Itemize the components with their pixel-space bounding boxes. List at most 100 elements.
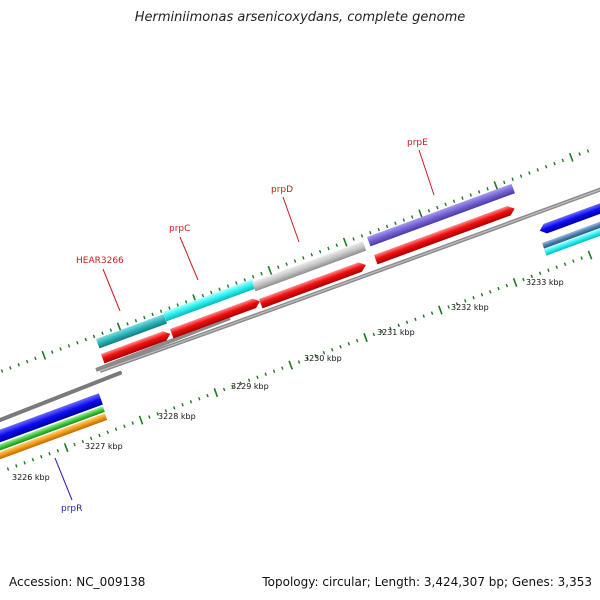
minor-tick [544, 164, 548, 169]
major-tick [288, 360, 293, 370]
major-tick [568, 152, 574, 162]
minor-tick [31, 458, 35, 462]
gene-prpE-bar[interactable] [367, 183, 515, 247]
minor-tick [251, 274, 255, 279]
minor-tick [380, 329, 384, 334]
minor-tick [156, 412, 159, 416]
minor-tick [489, 289, 492, 294]
cds-prpD-arrow[interactable] [259, 260, 368, 309]
minor-tick [123, 424, 126, 428]
minor-tick [285, 262, 288, 266]
minor-tick [92, 334, 96, 339]
minor-tick [480, 292, 484, 297]
minor-tick [201, 293, 205, 298]
minor-tick [472, 296, 475, 300]
minor-tick [206, 393, 209, 398]
minor-tick [235, 281, 238, 285]
minor-tick [352, 237, 355, 241]
minor-tick [372, 332, 376, 337]
gene-label-prpR[interactable]: prpR [61, 504, 82, 514]
gene-right-cyan-bar[interactable] [544, 221, 600, 256]
gene-prpR-blue-bar[interactable] [0, 393, 103, 446]
tick-label: 3233 kbp [526, 278, 564, 287]
minor-tick [293, 259, 297, 263]
minor-tick [461, 196, 464, 200]
cds-prpE-arrow[interactable] [374, 204, 516, 265]
minor-tick [331, 348, 334, 352]
minor-tick [469, 193, 473, 197]
minor-tick [414, 317, 417, 321]
gene-prpC-bar[interactable] [163, 279, 256, 322]
minor-tick [168, 306, 171, 310]
minor-tick [48, 451, 51, 456]
minor-tick [189, 399, 193, 404]
minor-tick [98, 433, 101, 438]
cds-prpC-arrow[interactable] [170, 297, 262, 339]
minor-tick [272, 369, 276, 373]
feature-track-left [0, 393, 108, 461]
minor-tick [184, 300, 188, 304]
minor-tick [486, 186, 489, 191]
minor-tick [25, 359, 29, 364]
gene-left-green-bar[interactable] [0, 406, 105, 453]
gene-label-prpC[interactable]: prpC [169, 224, 190, 234]
minor-tick [226, 284, 230, 288]
minor-tick [73, 442, 76, 447]
minor-tick [181, 403, 184, 407]
feature-track-top [96, 183, 600, 364]
minor-tick [410, 215, 414, 219]
minor-tick [143, 315, 146, 320]
minor-tick [444, 202, 447, 207]
minor-tick [114, 427, 118, 432]
minor-tick [369, 230, 372, 235]
minor-tick [277, 265, 280, 270]
minor-tick [561, 158, 565, 163]
major-tick [363, 333, 368, 343]
minor-tick [452, 199, 456, 204]
gene-right-blue-arrow[interactable] [538, 198, 600, 235]
minor-tick [131, 421, 134, 425]
minor-tick [530, 274, 534, 279]
tick-label: 3232 kbp [451, 303, 489, 312]
minor-tick [84, 337, 87, 342]
minor-tick [335, 243, 339, 248]
major-tick [267, 265, 273, 275]
gene-prpD-bar[interactable] [252, 241, 367, 292]
minor-tick [522, 277, 525, 282]
minor-tick [218, 287, 221, 292]
cds-HEAR3266-arrow[interactable] [101, 329, 172, 364]
gene-left-orange-bar[interactable] [0, 413, 108, 461]
minor-tick [297, 360, 301, 364]
inner-tick-rail [6, 250, 593, 471]
tick-label: 3228 kbp [158, 412, 196, 421]
backbone [0, 187, 600, 423]
major-tick [138, 415, 144, 425]
outer-tick-rail [0, 149, 590, 373]
minor-tick [394, 221, 397, 226]
minor-tick [436, 205, 439, 210]
gene-label-prpD[interactable]: prpD [271, 185, 293, 195]
minor-tick [430, 311, 434, 315]
minor-tick [0, 369, 4, 373]
gene-HEAR3266-bar[interactable] [96, 314, 168, 349]
minor-tick [260, 271, 263, 276]
minor-tick [243, 278, 246, 282]
minor-tick [389, 326, 392, 331]
minor-tick [101, 331, 104, 336]
minor-tick [40, 455, 43, 459]
gene-labels: HEAR3266 prpC prpD prpE prpR [54, 138, 435, 514]
minor-tick [89, 436, 93, 441]
minor-tick [322, 351, 326, 355]
major-tick [512, 278, 518, 287]
minor-tick [405, 320, 409, 325]
minor-tick [76, 340, 79, 345]
minor-tick [464, 299, 467, 303]
minor-tick [427, 208, 431, 213]
minor-tick [310, 252, 313, 257]
minor-tick [555, 265, 558, 269]
major-tick [116, 322, 122, 332]
minor-tick [580, 256, 583, 260]
gene-label-prpE[interactable]: prpE [407, 138, 428, 148]
gene-label-HEAR3266[interactable]: HEAR3266 [76, 256, 124, 266]
